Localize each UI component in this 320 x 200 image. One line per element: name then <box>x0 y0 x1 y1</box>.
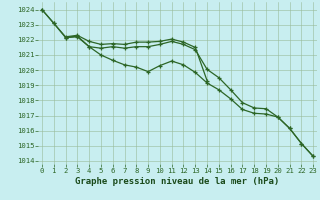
X-axis label: Graphe pression niveau de la mer (hPa): Graphe pression niveau de la mer (hPa) <box>76 177 280 186</box>
